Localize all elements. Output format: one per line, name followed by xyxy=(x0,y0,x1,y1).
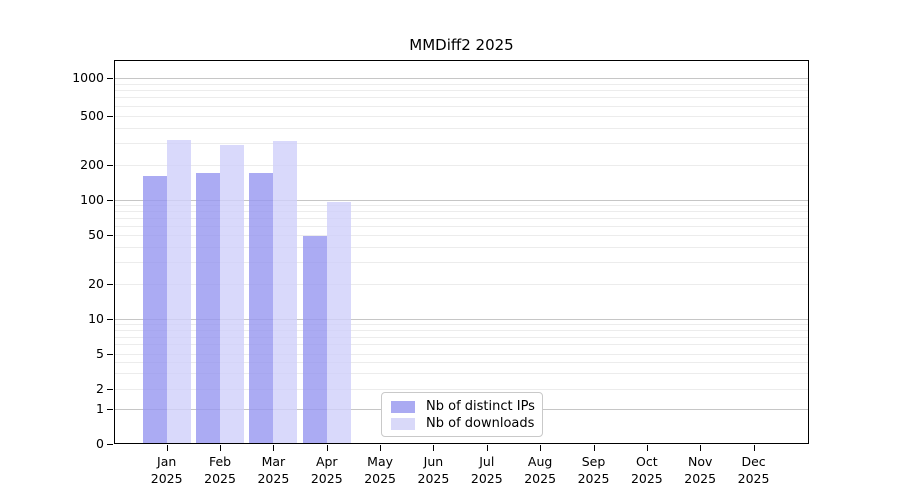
x-axis-tick-label: Jun 2025 xyxy=(417,454,450,486)
gridline-minor xyxy=(115,324,808,326)
y-axis-tick-label: 50 xyxy=(88,227,104,243)
gridline-major xyxy=(115,77,808,79)
x-axis-tick-label: Sep 2025 xyxy=(577,454,610,486)
gridline-minor xyxy=(115,362,808,364)
gridline-minor xyxy=(115,235,808,237)
x-axis-tick xyxy=(700,444,702,451)
bar-downloads-apr xyxy=(326,202,351,443)
bar-downloads-jan xyxy=(166,139,191,443)
x-axis-tick-label: Apr 2025 xyxy=(310,454,343,486)
gridline-minor xyxy=(115,218,808,220)
gridline-minor xyxy=(115,225,808,227)
gridline-minor xyxy=(115,353,808,355)
y-axis-tick xyxy=(107,199,113,201)
y-axis-tick xyxy=(107,235,113,237)
gridline-minor xyxy=(115,90,808,92)
bar-distinct-ips-mar xyxy=(249,173,274,443)
gridline-minor xyxy=(115,97,808,99)
gridline-minor xyxy=(115,262,808,264)
bar-distinct-ips-apr xyxy=(302,236,327,443)
gridline-minor xyxy=(115,283,808,285)
x-axis-tick-label: Aug 2025 xyxy=(524,454,557,486)
y-axis-tick xyxy=(107,77,113,79)
gridline-minor xyxy=(115,373,808,375)
legend-label-downloads: Nb of downloads xyxy=(426,416,535,431)
gridline-minor xyxy=(115,83,808,85)
x-axis-tick xyxy=(486,444,488,451)
legend: Nb of distinct IPs Nb of downloads xyxy=(381,392,543,437)
legend-label-distinct-ips: Nb of distinct IPs xyxy=(426,399,535,414)
x-axis-tick xyxy=(166,444,168,451)
y-axis-tick xyxy=(107,408,113,410)
x-axis-tick xyxy=(540,444,542,451)
x-axis-tick xyxy=(380,444,382,451)
x-axis-tick-label: Oct 2025 xyxy=(630,454,663,486)
y-axis-tick xyxy=(107,318,113,320)
x-axis-tick xyxy=(326,444,328,451)
x-axis-tick xyxy=(273,444,275,451)
x-axis-tick xyxy=(646,444,648,451)
gridline-minor xyxy=(115,336,808,338)
x-axis-tick-label: Jan 2025 xyxy=(150,454,183,486)
bar-downloads-mar xyxy=(273,140,298,443)
y-axis-tick-label: 0 xyxy=(96,435,104,451)
gridline-minor xyxy=(115,143,808,145)
gridline-minor xyxy=(115,105,808,107)
gridline-minor xyxy=(115,344,808,346)
x-axis-tick-label: Jul 2025 xyxy=(470,454,503,486)
chart-title: MMDiff2 2025 xyxy=(409,36,514,54)
gridline-minor xyxy=(115,329,808,331)
y-axis-tick xyxy=(107,353,113,355)
gridline-minor xyxy=(115,205,808,207)
y-axis-tick-label: 1 xyxy=(96,400,104,416)
x-axis-tick xyxy=(593,444,595,451)
gridline-minor xyxy=(115,127,808,129)
gridline-minor xyxy=(115,388,808,390)
gridline-major xyxy=(115,318,808,320)
y-axis-tick xyxy=(107,116,113,117)
legend-item-distinct-ips: Nb of distinct IPs xyxy=(391,398,535,415)
bar-distinct-ips-feb xyxy=(196,173,221,443)
gridline-major xyxy=(115,199,808,201)
y-axis-tick-label: 20 xyxy=(88,275,104,291)
gridline-minor xyxy=(115,247,808,249)
bar-distinct-ips-jan xyxy=(142,176,167,443)
bar-downloads-feb xyxy=(220,145,245,443)
x-axis-tick-label: Nov 2025 xyxy=(684,454,717,486)
x-axis-tick xyxy=(220,444,222,451)
x-axis-tick-label: May 2025 xyxy=(364,454,396,486)
x-axis-tick-label: Dec 2025 xyxy=(737,454,770,486)
y-axis-tick-label: 200 xyxy=(80,157,104,172)
y-axis-tick-label: 500 xyxy=(80,108,104,123)
gridline-minor xyxy=(115,165,808,166)
y-axis-tick-label: 2 xyxy=(96,380,104,396)
y-axis-tick-label: 1000 xyxy=(72,69,104,85)
gridline-minor xyxy=(115,116,808,117)
y-axis-tick xyxy=(107,443,113,445)
legend-item-downloads: Nb of downloads xyxy=(391,415,535,432)
gridline-minor xyxy=(115,211,808,213)
y-axis-tick-label: 5 xyxy=(96,345,104,361)
y-axis-tick xyxy=(107,388,113,390)
y-axis-tick xyxy=(107,165,113,166)
distinct-ips-swatch-icon xyxy=(391,400,415,413)
downloads-swatch-icon xyxy=(391,417,415,430)
x-axis-tick-label: Mar 2025 xyxy=(257,454,290,486)
y-axis-tick-label: 10 xyxy=(88,310,104,326)
plot-area xyxy=(114,60,809,444)
y-axis-tick xyxy=(107,283,113,285)
x-axis-tick xyxy=(753,444,755,451)
y-axis-tick-label: 100 xyxy=(80,191,104,207)
x-axis-tick-label: Feb 2025 xyxy=(204,454,236,486)
x-axis-tick xyxy=(433,444,435,451)
